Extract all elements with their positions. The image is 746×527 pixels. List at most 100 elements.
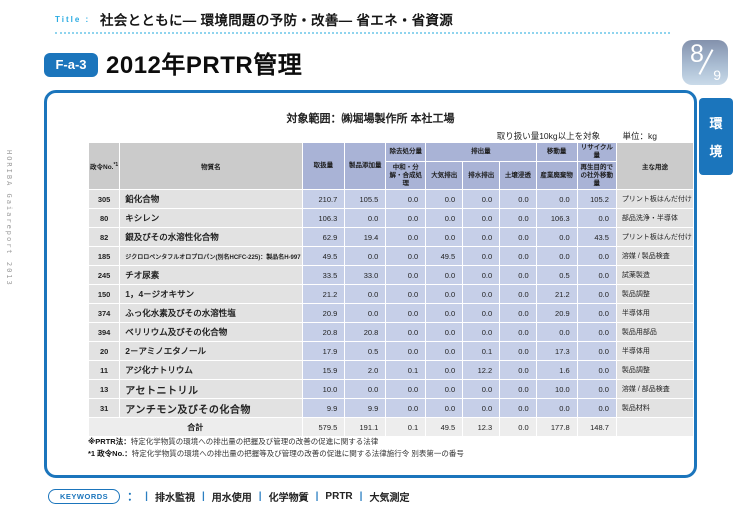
- cell-value: 0.0: [386, 399, 426, 418]
- cell-value: 0.0: [500, 285, 536, 304]
- cell-value: 21.2: [536, 285, 577, 304]
- cell-value: 0.0: [463, 399, 500, 418]
- cell-value: 0.0: [463, 228, 500, 247]
- table-row: 31 アンチモン及びその化合物 9.9 9.9 0.0 0.0 0.0 0.0 0.0 0.0 製品…: [89, 399, 693, 418]
- cell-value: 0.1: [386, 361, 426, 380]
- cell-value: 49.5: [426, 247, 463, 266]
- total-label: 合計: [89, 418, 302, 437]
- table-total-row: 合計 579.5 191.1 0.1 49.5 12.3 0.0 177.8 148.7: [89, 418, 693, 437]
- col-header-emission-soil: 土壌浸透: [500, 162, 536, 190]
- cell-value: 0.0: [426, 228, 463, 247]
- cell-value: 0.0: [500, 304, 536, 323]
- cell-value: 0.0: [386, 228, 426, 247]
- total-value: 177.8: [536, 418, 577, 437]
- cell-value: 12.2: [463, 361, 500, 380]
- cell-value: 0.0: [500, 266, 536, 285]
- cell-cabinet-no: 80: [89, 209, 120, 228]
- cell-value: 43.5: [577, 228, 616, 247]
- cell-value: 0.0: [345, 380, 386, 399]
- cell-value: 0.0: [577, 380, 616, 399]
- title-label: Title :: [55, 15, 91, 24]
- cell-value: 0.5: [345, 342, 386, 361]
- cell-value: 105.5: [345, 190, 386, 209]
- table-row: 394 ベリリウム及びその化合物 20.8 20.8 0.0 0.0 0.0 0.0 0.0 0.…: [89, 323, 693, 342]
- keyword-item: 用水使用: [211, 492, 252, 504]
- cell-usage: 試薬製造: [616, 266, 693, 285]
- cell-value: 20.8: [345, 323, 386, 342]
- cell-cabinet-no: 20: [89, 342, 120, 361]
- spine-report-title: HORIBA Gaiareport 2013: [5, 150, 13, 287]
- keyword-separator: |: [359, 490, 363, 502]
- col-header-transfer-waste: 産業廃棄物: [536, 162, 577, 190]
- cell-value: 15.9: [302, 361, 345, 380]
- table-row: 150 1，4－ジオキサン 21.2 0.0 0.0 0.0 0.0 0.0 21.2 0.0 製品…: [89, 285, 693, 304]
- keywords-bar: KEYWORDS ： | 排水監視 | 用水使用 | 化学物質 | PRTR | 大気測定: [48, 488, 409, 504]
- cell-value: 0.0: [426, 190, 463, 209]
- cell-value: 0.0: [577, 247, 616, 266]
- cell-value: 0.0: [463, 190, 500, 209]
- page-number-current: 8: [690, 40, 704, 68]
- cell-value: 0.0: [426, 304, 463, 323]
- cell-cabinet-no: 150: [89, 285, 120, 304]
- cell-value: 0.0: [426, 342, 463, 361]
- cell-value: 20.8: [302, 323, 345, 342]
- cell-value: 0.0: [463, 266, 500, 285]
- cell-value: 0.0: [500, 399, 536, 418]
- keyword-item: 大気測定: [369, 492, 410, 504]
- section-title: 社会とともに― 環境問題の予防・改善― 省エネ・省資源: [100, 13, 454, 28]
- total-value: 0.1: [386, 418, 426, 437]
- cell-value: 62.9: [302, 228, 345, 247]
- col-group-recycle: リサイクル量: [577, 143, 616, 162]
- cell-value: 0.0: [386, 304, 426, 323]
- cell-value: 1.6: [536, 361, 577, 380]
- cell-usage: 半導体用: [616, 304, 693, 323]
- cell-value: 9.9: [345, 399, 386, 418]
- cell-usage: 製品用部品: [616, 323, 693, 342]
- keyword-separator: |: [315, 490, 319, 502]
- cell-value: 9.9: [302, 399, 345, 418]
- cell-value: 0.0: [386, 380, 426, 399]
- cell-value: 0.0: [345, 209, 386, 228]
- cell-value: 0.0: [386, 190, 426, 209]
- cell-value: 0.0: [386, 285, 426, 304]
- table-row: 13 アセトニトリル 10.0 0.0 0.0 0.0 0.0 0.0 10.0 0.0 溶媒 / …: [89, 380, 693, 399]
- cell-value: 0.0: [345, 304, 386, 323]
- cell-value: 0.0: [500, 228, 536, 247]
- cell-substance-name: 銀及びその水溶性化合物: [120, 228, 302, 247]
- col-header-substance: 物質名: [120, 143, 302, 190]
- col-group-transfer: 移動量: [536, 143, 577, 162]
- cell-value: 0.0: [345, 247, 386, 266]
- cell-value: 19.4: [345, 228, 386, 247]
- cell-value: 33.5: [302, 266, 345, 285]
- cell-cabinet-no: 305: [89, 190, 120, 209]
- cell-value: 0.0: [426, 399, 463, 418]
- cell-value: 0.0: [577, 342, 616, 361]
- cell-substance-name: キシレン: [120, 209, 302, 228]
- cell-substance-name: アジ化ナトリウム: [120, 361, 302, 380]
- unit-note: 単位：kg: [622, 131, 657, 141]
- cell-value: 0.0: [386, 209, 426, 228]
- cell-value: 0.0: [536, 190, 577, 209]
- col-header-cabinet-no: 政令No.*1: [89, 143, 120, 190]
- cell-value: 0.0: [463, 380, 500, 399]
- cell-substance-name: アセトニトリル: [120, 380, 302, 399]
- total-value: 12.3: [463, 418, 500, 437]
- cell-value: 0.0: [463, 285, 500, 304]
- total-value: 49.5: [426, 418, 463, 437]
- table-row: 82 銀及びその水溶性化合物 62.9 19.4 0.0 0.0 0.0 0.0 0.0 43.5…: [89, 228, 693, 247]
- cell-cabinet-no: 31: [89, 399, 120, 418]
- cell-value: 0.0: [386, 323, 426, 342]
- cell-value: 0.0: [345, 285, 386, 304]
- table-row: 245 チオ尿素 33.5 33.0 0.0 0.0 0.0 0.0 0.5 0.0 試薬製造: [89, 266, 693, 285]
- cell-value: 210.7: [302, 190, 345, 209]
- table-scope-title: 対象範囲：㈱堀場製作所 本社工場: [286, 113, 455, 125]
- cell-usage: 製品調整: [616, 361, 693, 380]
- prtr-table-body: 305 鉛化合物 210.7 105.5 0.0 0.0 0.0 0.0 0.0 105.2 プリン…: [89, 190, 693, 437]
- keyword-separator: |: [145, 490, 148, 502]
- total-value: 0.0: [500, 418, 536, 437]
- col-header-emission-water: 排水排出: [463, 162, 500, 190]
- cell-value: 10.0: [536, 380, 577, 399]
- keyword-separator: |: [201, 490, 205, 502]
- footnote-cabinet-no: *1 政令No.：特定化学物質の環境への排出量の把握等及び管理の改善の促進に関す…: [88, 448, 464, 458]
- cell-value: 49.5: [302, 247, 345, 266]
